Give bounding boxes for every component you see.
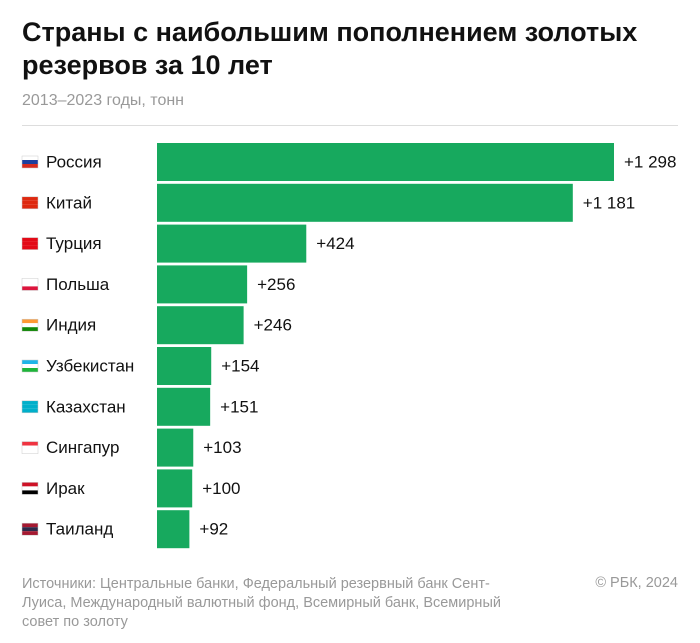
divider: [22, 125, 678, 126]
subtitle: 2013–2023 годы, тонн: [22, 92, 185, 109]
flag: [22, 278, 38, 283]
flag-border: [21, 400, 39, 414]
title-line: резервов за 10 лет: [22, 50, 273, 80]
value-label: +92: [199, 520, 228, 539]
category-label: Казахстан: [46, 397, 126, 416]
flag: [22, 200, 38, 205]
bar: [157, 387, 211, 426]
category-label: Сингапур: [46, 438, 119, 457]
flag: [22, 400, 38, 405]
value-label: +103: [203, 438, 241, 457]
flag: [22, 360, 38, 364]
flag: [22, 486, 38, 491]
flag: [22, 241, 38, 246]
flag-border: [21, 441, 39, 454]
value-label: +154: [221, 356, 259, 375]
chart: Россия +1 298 Китай +1 181 Турция +424 Польша +…: [21, 143, 676, 549]
flag-border: [21, 318, 39, 332]
flag: [22, 445, 38, 450]
flag: [22, 490, 38, 495]
flag-border: [21, 522, 39, 536]
flag: [22, 364, 38, 368]
bar: [157, 469, 193, 508]
flag: [22, 404, 38, 409]
bar: [157, 183, 573, 222]
flag: [22, 368, 38, 372]
category-label: Индия: [46, 316, 96, 335]
flag-border: [21, 482, 39, 495]
category-label: Турция: [46, 234, 102, 253]
flag-border: [21, 237, 39, 250]
chart-title: Страны с наибольшим пополнением золотых …: [22, 16, 637, 82]
flag: [22, 245, 38, 250]
flag: [22, 160, 38, 164]
title-line: Страны с наибольшим пополнением золотых: [22, 17, 638, 47]
category-label: Ирак: [46, 479, 85, 498]
flag-border: [21, 196, 39, 210]
category-label: Узбекистан: [46, 356, 134, 375]
source: Источники: Центральные банки, Федеральны…: [22, 576, 501, 630]
value-label: +1 298: [624, 152, 676, 171]
value-label: +424: [316, 234, 354, 253]
flag: [22, 286, 38, 291]
value-label: +151: [220, 397, 258, 416]
flag: [22, 204, 38, 209]
value-label: +1 181: [583, 193, 635, 212]
bar: [157, 265, 248, 304]
flag: [22, 441, 38, 446]
flag-border: [21, 359, 39, 373]
flag: [22, 196, 38, 201]
bar: [157, 224, 307, 263]
bar: [157, 428, 194, 467]
flag: [22, 527, 38, 532]
flag: [22, 156, 38, 160]
value-label: +246: [254, 316, 292, 335]
flag: [22, 482, 38, 487]
value-label: +100: [202, 479, 240, 498]
flag: [22, 319, 38, 324]
flag: [22, 523, 38, 528]
category-label: Китай: [46, 193, 92, 212]
value-label: +256: [257, 275, 295, 294]
flag: [22, 327, 38, 332]
category-label: Таиланд: [46, 520, 113, 539]
flag: [22, 164, 38, 168]
flag: [22, 323, 38, 328]
category-label: Россия: [46, 152, 102, 171]
flag-border: [21, 278, 39, 291]
category-label: Польша: [46, 275, 110, 294]
bar: [157, 510, 190, 549]
flag-border: [21, 155, 39, 169]
bar: [157, 143, 614, 181]
flag: [22, 282, 38, 287]
flag: [22, 449, 38, 454]
flag: [22, 237, 38, 242]
bar: [157, 347, 212, 385]
flag: [22, 408, 38, 413]
credit: © РБК, 2024: [595, 575, 678, 591]
bar: [157, 306, 244, 345]
flag: [22, 531, 38, 536]
